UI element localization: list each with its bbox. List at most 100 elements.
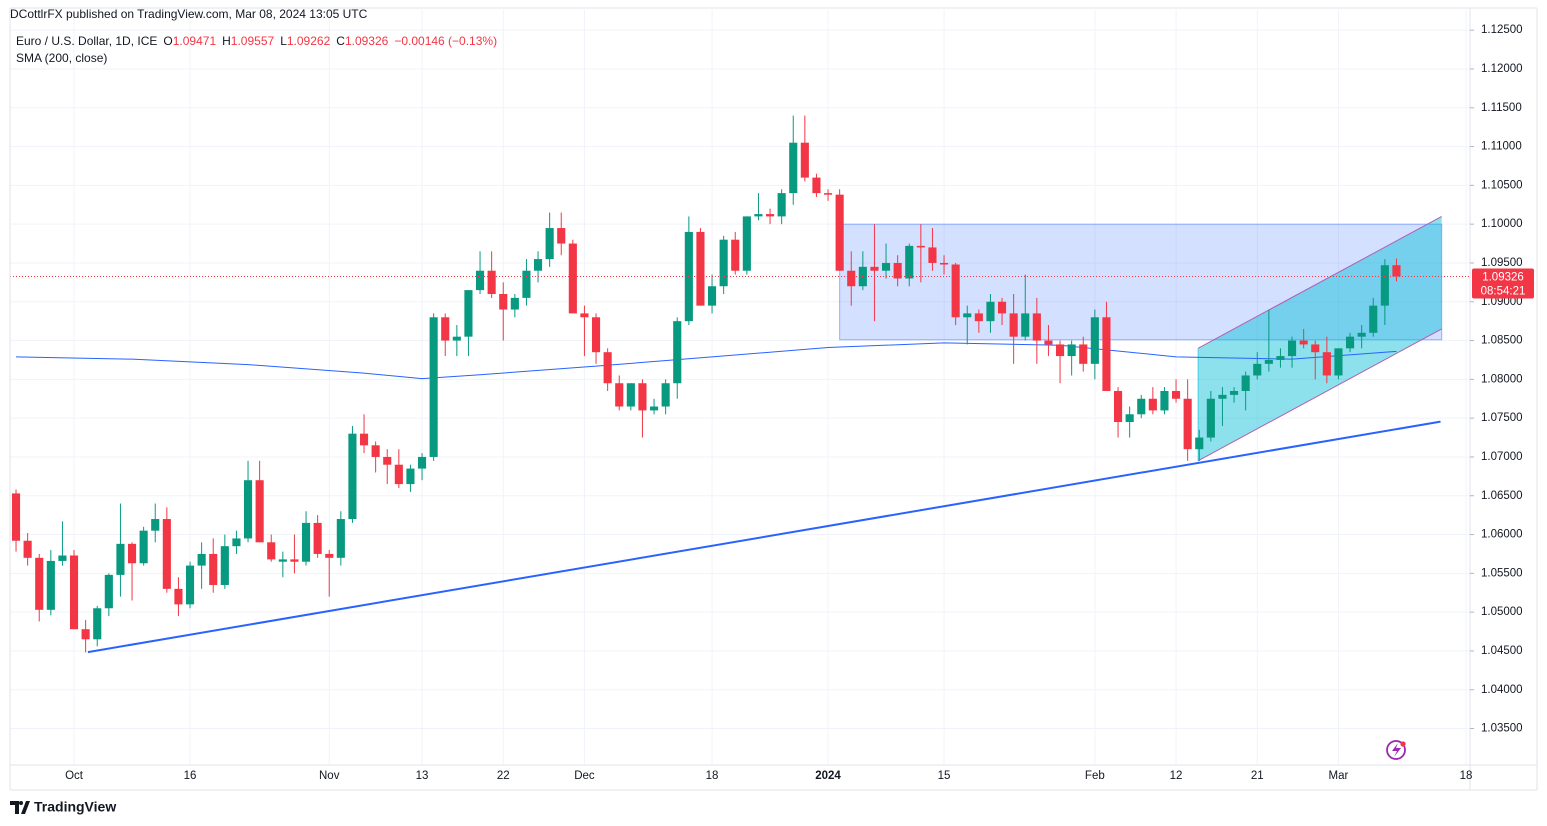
alert-dot xyxy=(1400,741,1406,747)
y-tick-label: 1.07000 xyxy=(1481,451,1523,463)
y-tick-label: 1.11500 xyxy=(1481,102,1522,114)
ohlc-value: 1.09326 xyxy=(345,34,389,48)
candle-body xyxy=(997,301,1007,314)
candle-body xyxy=(777,193,786,217)
y-tick-label: 1.11000 xyxy=(1481,141,1522,153)
candle-body xyxy=(325,553,334,558)
candle-body xyxy=(464,290,473,337)
y-tick-label: 1.12000 xyxy=(1481,63,1523,75)
change: −0.00146 (−0.13%) xyxy=(394,34,497,48)
candle-body xyxy=(1009,313,1018,337)
x-tick-label: 2024 xyxy=(815,770,841,782)
candle-body xyxy=(1264,359,1273,364)
candle-body xyxy=(1287,340,1297,357)
trend-line xyxy=(87,420,1441,654)
candle-body xyxy=(1369,305,1378,333)
candle-body xyxy=(11,493,21,541)
candle-body xyxy=(1113,390,1123,423)
candle-body xyxy=(475,270,485,291)
ohlc-value: 1.09262 xyxy=(287,34,331,48)
candle-body xyxy=(1218,394,1227,399)
candle-body xyxy=(731,239,740,271)
candle-body xyxy=(1357,332,1366,337)
candle-body xyxy=(1334,348,1343,376)
candle-body xyxy=(1229,390,1239,395)
candle-body xyxy=(162,519,171,589)
brand-logo xyxy=(10,801,30,814)
candle-body xyxy=(359,433,369,446)
candle-body xyxy=(580,313,589,318)
ohlc-value: 1.09557 xyxy=(231,34,275,48)
candle-body xyxy=(1345,336,1355,349)
ohlc-value: 1.09471 xyxy=(173,34,217,48)
candle-body xyxy=(986,301,995,322)
candle-body xyxy=(232,538,241,547)
range-rectangle xyxy=(839,223,1443,341)
candle-body xyxy=(1102,317,1111,391)
candle-body xyxy=(568,243,577,314)
y-tick-label: 1.05500 xyxy=(1481,567,1523,579)
y-tick-label: 1.05000 xyxy=(1481,606,1523,618)
x-tick-label: 18 xyxy=(706,770,719,782)
candle-body xyxy=(220,546,229,585)
candle-body xyxy=(406,468,415,485)
candle-body xyxy=(1253,363,1262,376)
candle-body xyxy=(46,560,55,610)
candle-body xyxy=(615,383,624,407)
candle-body xyxy=(789,142,798,194)
channel-line xyxy=(1197,215,1442,349)
y-tick-label: 1.04000 xyxy=(1481,684,1523,696)
x-tick-label: 16 xyxy=(184,770,197,782)
candle-body xyxy=(1055,344,1065,357)
x-tick-label: 12 xyxy=(1170,770,1183,782)
y-tick-label: 1.09500 xyxy=(1481,257,1523,269)
candle-body xyxy=(928,247,937,263)
candle-body xyxy=(1079,344,1088,364)
x-tick-label: 18 xyxy=(1460,770,1473,782)
candle-body xyxy=(1090,317,1099,364)
candle-body xyxy=(661,383,670,407)
candle-body xyxy=(290,559,299,562)
candle-body xyxy=(394,464,403,485)
x-tick-label: 13 xyxy=(416,770,429,782)
candle-body xyxy=(939,262,949,265)
candle-body xyxy=(255,480,264,543)
symbol-title: Euro / U.S. Dollar, 1D, ICE xyxy=(16,34,157,48)
sma-line xyxy=(16,342,1397,380)
candle-body xyxy=(603,352,612,384)
candle-body xyxy=(719,239,728,287)
x-tick-label: Feb xyxy=(1085,770,1105,782)
candle-body xyxy=(104,574,113,609)
publisher: DCottlrFX published on TradingView.com, … xyxy=(10,7,368,21)
ohlc-label: O xyxy=(163,34,172,48)
y-tick-label: 1.10500 xyxy=(1481,179,1523,191)
candle-body xyxy=(510,297,519,310)
candle-body xyxy=(1322,352,1331,376)
brand: TradingView xyxy=(34,799,116,815)
candle-body xyxy=(1160,390,1169,411)
candle-body xyxy=(313,522,322,554)
candle-body xyxy=(383,456,392,465)
candle-body xyxy=(417,456,427,469)
candle-body xyxy=(847,270,856,287)
candle-body xyxy=(823,193,833,195)
legend: Euro / U.S. Dollar, 1D, ICE O1.09471 H1.09… xyxy=(16,34,497,48)
candle-body xyxy=(673,321,682,384)
candle-body xyxy=(93,608,102,640)
y-tick-label: 1.06500 xyxy=(1481,490,1523,502)
candle-body xyxy=(243,480,253,539)
candle-body xyxy=(707,286,717,306)
candle-body xyxy=(893,262,902,279)
candle-body xyxy=(557,228,566,244)
x-tick-label: 21 xyxy=(1251,770,1264,782)
candle-body xyxy=(429,317,438,457)
alert-icon[interactable] xyxy=(1386,740,1406,760)
channel-line xyxy=(1197,328,1442,462)
ohlc-label: L xyxy=(280,34,287,48)
y-tick-label: 1.04500 xyxy=(1481,645,1523,657)
alert-circle xyxy=(1386,740,1406,760)
candle-body xyxy=(870,266,879,271)
x-tick-label: 15 xyxy=(938,770,951,782)
candle-body xyxy=(1137,398,1146,415)
